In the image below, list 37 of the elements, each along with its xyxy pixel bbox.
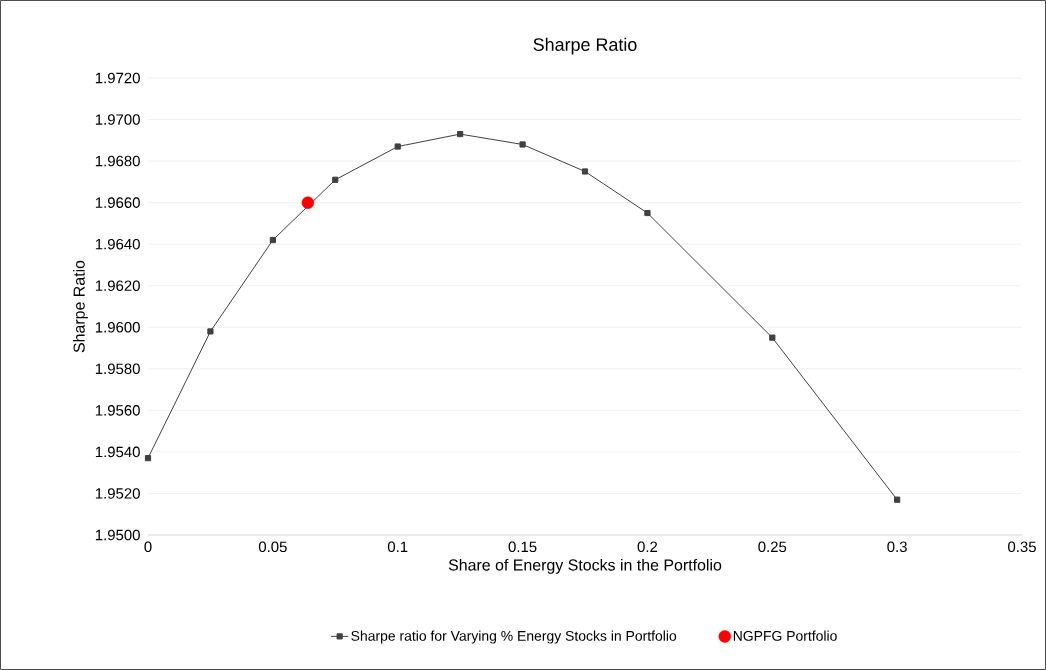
point (519, 141, 526, 148)
y-tick-label: 1.9720 (95, 72, 140, 84)
x-tick-label: 0.35 (1008, 541, 1036, 553)
x-tick-label: 0.05 (258, 541, 287, 553)
x-tick-label: 0.3 (887, 541, 907, 553)
point (301, 196, 315, 209)
y-tick-label: 1.9540 (95, 446, 140, 458)
x-tick-label: 0 (144, 541, 152, 553)
point (581, 168, 589, 175)
y-tick-label: 1.9700 (95, 114, 140, 125)
point (269, 236, 276, 244)
x-tick-label: 0.1 (387, 541, 408, 553)
point (144, 455, 152, 462)
x-tick-label: 0.25 (758, 541, 787, 553)
legend-label: NGPFG Portfolio (733, 630, 837, 641)
y-axis-title: Sharpe Ratio (73, 260, 88, 353)
y-tick-label: 1.9640 (95, 238, 140, 250)
x-axis-title: Share of Energy Stocks in the Portfolio (448, 558, 722, 574)
point (894, 496, 901, 503)
chart-title: Sharpe Ratio (533, 37, 637, 55)
y-tick-label: 1.9600 (95, 321, 140, 333)
y-tick-label: 1.9660 (95, 197, 140, 208)
y-tick-label: 1.9560 (95, 405, 140, 416)
point (457, 130, 464, 138)
point (394, 143, 401, 150)
x-tick-label: 0.2 (637, 541, 658, 553)
y-tick-label: 1.9520 (95, 488, 140, 499)
point (769, 334, 776, 341)
point (332, 176, 339, 183)
point (207, 328, 214, 335)
y-tick-label: 1.9680 (95, 155, 140, 167)
y-tick-label: 1.9500 (95, 529, 140, 541)
legend-label: Sharpe ratio for Varying % Energy Stocks in Portfolio (351, 630, 677, 644)
y-tick-label: 1.9580 (95, 363, 140, 375)
x-tick-label: 0.15 (508, 541, 537, 553)
y-tick-label: 1.9620 (95, 280, 140, 292)
point (644, 209, 651, 217)
